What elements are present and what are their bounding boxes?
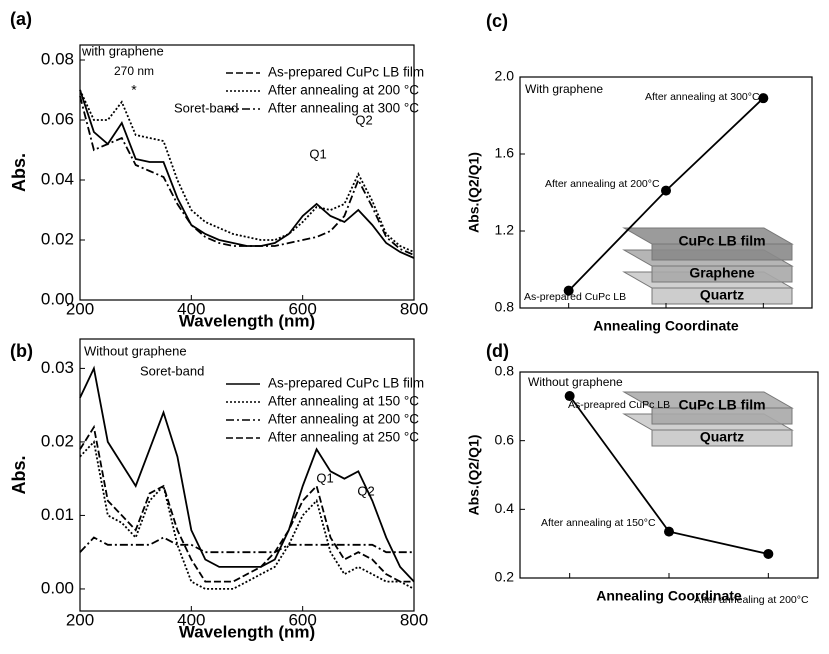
annotation: Q1 — [316, 470, 333, 485]
x-axis-title: Wavelength (nm) — [179, 622, 315, 641]
panel-label: (c) — [486, 11, 508, 31]
data-point — [564, 391, 575, 402]
series-line — [79, 95, 415, 256]
y-tick-label: 0.03 — [41, 358, 74, 377]
y-tick-label: 0.8 — [495, 299, 515, 315]
y-axis-title: Abs. — [9, 455, 29, 494]
x-tick-label: 400 — [177, 299, 205, 318]
annotation: Q1 — [309, 146, 326, 161]
x-tick-label: 200 — [66, 610, 94, 629]
series-line — [79, 89, 415, 253]
inset-layer-label: CuPc LB film — [678, 397, 765, 413]
legend-label: As-prepared CuPc LB film — [268, 65, 424, 80]
y-tick-label: 0.2 — [495, 569, 515, 585]
inset-layer-label: Quartz — [700, 287, 744, 303]
legend-label: After annealing at 250 °C — [268, 430, 419, 445]
y-tick-label: 0.00 — [41, 289, 74, 308]
y-axis-title: Abs. — [9, 153, 29, 192]
legend-label: After annealing at 200 °C — [268, 412, 419, 427]
data-point — [563, 285, 574, 296]
legend-label: After annealing at 200 °C — [268, 83, 419, 98]
legend-label: After annealing at 150 °C — [268, 394, 419, 409]
series-line — [79, 536, 414, 554]
y-tick-label: 2.0 — [495, 68, 515, 84]
inset-layer-front — [651, 287, 793, 305]
series-line — [79, 440, 415, 590]
x-tick-label: 600 — [288, 610, 316, 629]
y-tick-label: 0.02 — [41, 431, 74, 450]
series-line — [79, 424, 414, 583]
point-label: After annealing at 200°C — [694, 594, 809, 606]
annotation: with graphene — [81, 43, 164, 58]
plot-frame — [79, 44, 415, 301]
inset-layer-front — [651, 243, 793, 261]
y-tick-label: 0.08 — [41, 49, 74, 68]
annotation: Soret-band — [174, 100, 238, 115]
y-tick-label: 0.6 — [495, 431, 515, 447]
point-label: After annealing at 200°C — [545, 178, 660, 190]
plot-frame — [79, 338, 415, 612]
x-axis-title: Wavelength (nm) — [179, 311, 315, 330]
inset-layer-front — [651, 429, 793, 447]
panel-label: (a) — [10, 9, 32, 29]
x-axis-title: Annealing Coordinate — [596, 588, 742, 604]
y-tick-label: 0.00 — [41, 578, 74, 597]
y-axis-title: Abs.(Q2/Q1) — [466, 435, 482, 516]
annotation: Soret-band — [140, 363, 204, 378]
annotation: With graphene — [525, 82, 603, 96]
inset-layer-label: Graphene — [689, 265, 755, 281]
annotation: Without graphene — [84, 343, 187, 358]
legend-label: As-prepared CuPc LB film — [268, 376, 424, 391]
x-tick-label: 800 — [400, 610, 428, 629]
inset-layer-front — [651, 265, 793, 283]
y-tick-label: 0.8 — [495, 363, 515, 379]
x-tick-label: 400 — [177, 610, 205, 629]
point-label: After annealing at 150°C — [541, 517, 656, 529]
y-tick-label: 1.2 — [495, 222, 515, 238]
inset-layer-label: Quartz — [700, 429, 744, 445]
series-line — [79, 89, 415, 259]
data-point — [763, 548, 774, 559]
y-tick-label: 0.02 — [41, 229, 74, 248]
inset-layer-label: CuPc LB film — [678, 233, 765, 249]
point-label: As-preapred CuPc LB — [568, 399, 670, 411]
x-tick-label: 800 — [400, 299, 428, 318]
data-point — [758, 93, 769, 104]
y-axis-title: Abs.(Q2/Q1) — [466, 152, 482, 233]
annotation: 270 nm — [114, 64, 154, 78]
annotation: Without graphene — [528, 375, 623, 389]
x-axis-title: Annealing Coordinate — [593, 318, 739, 334]
inset-layer-front — [651, 407, 793, 425]
panel-label: (b) — [10, 341, 33, 361]
y-tick-label: 0.04 — [41, 169, 74, 188]
y-tick-label: 1.6 — [495, 145, 515, 161]
point-label: After annealing at 300°C — [645, 91, 760, 103]
y-tick-label: 0.06 — [41, 109, 74, 128]
y-tick-label: 0.4 — [495, 500, 515, 516]
series-line — [79, 365, 415, 583]
data-point — [664, 526, 674, 537]
legend-label: After annealing at 300 °C — [268, 101, 419, 116]
x-tick-label: 600 — [288, 299, 316, 318]
y-tick-label: 0.01 — [41, 505, 74, 524]
annotation: Q2 — [355, 112, 372, 127]
data-point — [661, 185, 671, 196]
x-tick-label: 200 — [66, 299, 94, 318]
panel-label: (d) — [486, 341, 509, 361]
annotation: * — [131, 82, 137, 98]
point-label: As-prepared CuPc LB — [524, 291, 626, 303]
